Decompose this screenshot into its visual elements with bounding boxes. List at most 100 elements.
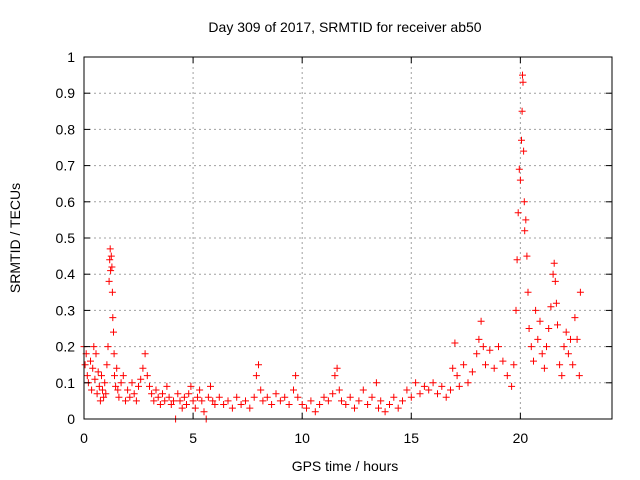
data-point xyxy=(114,386,122,394)
data-point xyxy=(425,386,433,394)
data-point xyxy=(320,393,328,401)
data-point xyxy=(108,288,116,296)
data-point xyxy=(525,325,533,332)
data-point xyxy=(434,390,441,398)
data-point xyxy=(372,379,380,387)
data-point xyxy=(522,216,530,224)
data-point xyxy=(311,408,319,416)
data-point xyxy=(285,401,293,408)
data-point xyxy=(135,382,142,390)
data-point xyxy=(246,404,254,412)
y-tick-label: 0.1 xyxy=(56,375,76,391)
data-point xyxy=(110,328,117,336)
data-point xyxy=(194,393,201,401)
data-point xyxy=(460,361,468,369)
data-point xyxy=(130,390,138,398)
data-point xyxy=(550,259,558,267)
data-point xyxy=(106,256,114,264)
data-point xyxy=(255,361,262,369)
data-point xyxy=(87,357,94,365)
data-point xyxy=(364,401,372,408)
data-point xyxy=(429,379,437,387)
data-point xyxy=(167,401,175,408)
data-point xyxy=(292,372,300,380)
data-point xyxy=(154,393,162,401)
data-point xyxy=(215,393,223,401)
data-point xyxy=(510,361,518,369)
data-point xyxy=(538,350,546,358)
data-point xyxy=(101,379,109,387)
data-point xyxy=(207,382,214,390)
data-point xyxy=(128,379,136,387)
data-point xyxy=(412,379,420,387)
data-point xyxy=(482,361,489,369)
data-point xyxy=(416,390,424,398)
data-point xyxy=(324,397,332,405)
y-axis-label: SRMTID / TECUs xyxy=(7,183,23,293)
data-point xyxy=(263,393,271,401)
data-point xyxy=(499,357,507,365)
axis-ticks: 00.10.20.30.40.50.60.70.80.910 5 10 15 20 xyxy=(56,49,612,446)
data-point xyxy=(242,397,249,405)
data-point xyxy=(89,364,97,372)
x-tick-label: 10 xyxy=(294,430,310,446)
data-point xyxy=(88,386,96,394)
data-point xyxy=(490,364,498,372)
data-point xyxy=(571,314,579,322)
data-point xyxy=(196,386,204,394)
data-point xyxy=(477,317,485,325)
data-point xyxy=(554,321,561,329)
data-point xyxy=(442,393,450,401)
data-point xyxy=(112,382,120,390)
data-point xyxy=(290,386,297,394)
data-point xyxy=(252,372,260,380)
data-point xyxy=(165,393,173,401)
data-point xyxy=(268,401,276,408)
data-point xyxy=(464,379,472,387)
data-point xyxy=(95,382,103,390)
data-point xyxy=(272,390,280,398)
data-point xyxy=(569,361,577,369)
y-tick-label: 0.8 xyxy=(56,121,76,137)
data-point xyxy=(558,372,566,380)
data-point xyxy=(508,382,516,390)
x-axis-label: GPS time / hours xyxy=(292,458,399,474)
data-point xyxy=(110,350,118,358)
data-point xyxy=(143,372,151,380)
data-point xyxy=(237,401,245,408)
data-point xyxy=(355,397,363,405)
data-point xyxy=(115,393,123,401)
data-point xyxy=(536,317,544,325)
data-point xyxy=(560,343,568,351)
data-point xyxy=(512,306,520,314)
data-point xyxy=(113,364,121,372)
data-point xyxy=(486,346,494,354)
data-point xyxy=(520,198,528,206)
data-point xyxy=(104,343,112,351)
y-tick-label: 0.6 xyxy=(56,194,76,210)
data-point xyxy=(549,270,557,278)
data-point xyxy=(178,404,186,412)
data-point xyxy=(503,372,511,380)
x-tick-label: 5 xyxy=(189,430,197,446)
data-point xyxy=(451,339,459,347)
data-point xyxy=(521,227,529,235)
data-point xyxy=(576,288,584,296)
data-point xyxy=(137,375,145,383)
data-point xyxy=(420,382,428,390)
data-point xyxy=(516,176,524,184)
data-point xyxy=(407,393,415,401)
data-point xyxy=(139,364,147,372)
data-point xyxy=(335,386,343,394)
data-point xyxy=(359,386,367,394)
data-point xyxy=(211,401,219,408)
data-point xyxy=(552,299,560,307)
y-tick-label: 0.7 xyxy=(56,158,76,174)
data-point xyxy=(174,390,182,398)
data-point xyxy=(259,397,267,405)
data-point xyxy=(316,401,324,408)
data-point xyxy=(93,390,101,398)
data-point xyxy=(329,390,337,398)
data-point xyxy=(99,386,106,394)
y-tick-label: 0.5 xyxy=(56,230,76,246)
